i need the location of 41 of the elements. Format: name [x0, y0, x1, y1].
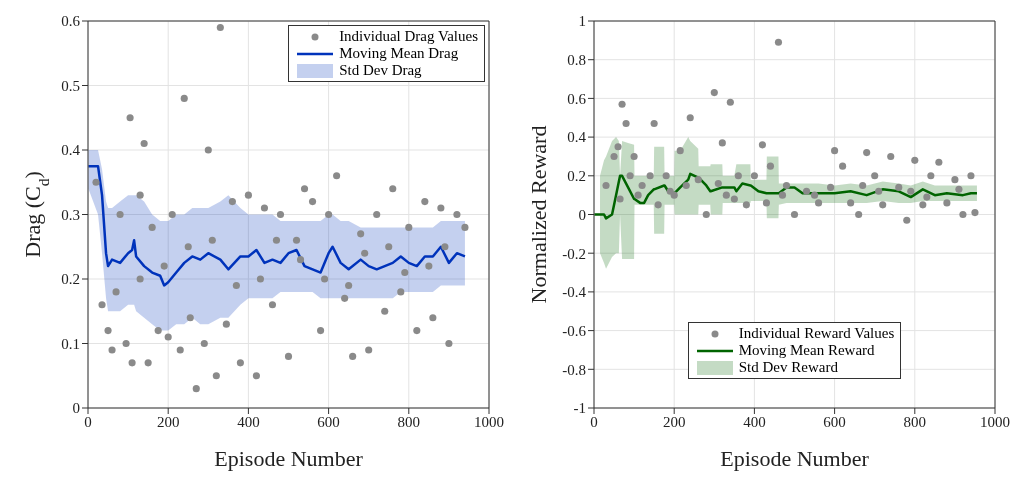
x-tick-label: 1000	[980, 413, 1010, 430]
x-axis-title: Episode Number	[214, 446, 364, 471]
y-tick-label: 0	[72, 400, 80, 417]
legend-label: Moving Mean Reward	[738, 342, 875, 359]
y-tick-label: 0.4	[61, 142, 81, 159]
y-tick-label: 0.6	[567, 90, 587, 107]
x-tick-label: 200	[662, 413, 686, 430]
x-tick-label: 800	[903, 413, 927, 430]
y-tick-label: 0	[578, 206, 586, 223]
x-tick-label: 200	[156, 413, 180, 430]
x-tick-label: 400	[743, 413, 766, 430]
x-tick-label: 600	[317, 413, 340, 430]
x-tick-label: 400	[237, 413, 260, 430]
legend-label: Individual Reward Values	[738, 325, 895, 342]
legend-label: Moving Mean Drag	[339, 45, 459, 62]
x-tick-label: 1000	[474, 413, 504, 430]
y-tick-label: 0.4	[567, 129, 587, 146]
y-tick-label: 0.5	[61, 77, 80, 94]
legend-label: Individual Drag Values	[339, 28, 478, 45]
y-tick-label: 0.8	[567, 52, 586, 69]
y-tick-label: 1	[578, 13, 586, 30]
y-tick-label: 0.2	[567, 168, 586, 185]
y-tick-label: -0.4	[562, 284, 587, 301]
x-tick-label: 0	[84, 413, 92, 430]
x-tick-label: 600	[823, 413, 846, 430]
y-tick-label: -0.2	[562, 245, 586, 262]
x-axis-title: Episode Number	[720, 446, 870, 471]
y-tick-label: 0.6	[61, 13, 81, 30]
annotation: Std Dev Reward	[738, 359, 838, 376]
annotation: Std Dev Drag	[339, 62, 422, 79]
y-tick-label: -0.6	[562, 322, 587, 339]
y-tick-label: 0.3	[61, 206, 80, 223]
y-tick-label: 0.1	[61, 335, 80, 352]
x-tick-label: 800	[397, 413, 421, 430]
x-tick-label: 0	[590, 413, 598, 430]
y-tick-label: -1	[573, 400, 586, 417]
line-series	[594, 172, 979, 220]
y-tick-label: -0.8	[562, 361, 586, 378]
line-series	[88, 164, 467, 287]
y-axis-title: Normalized Reward	[526, 125, 551, 304]
y-tick-label: 0.2	[61, 271, 80, 288]
